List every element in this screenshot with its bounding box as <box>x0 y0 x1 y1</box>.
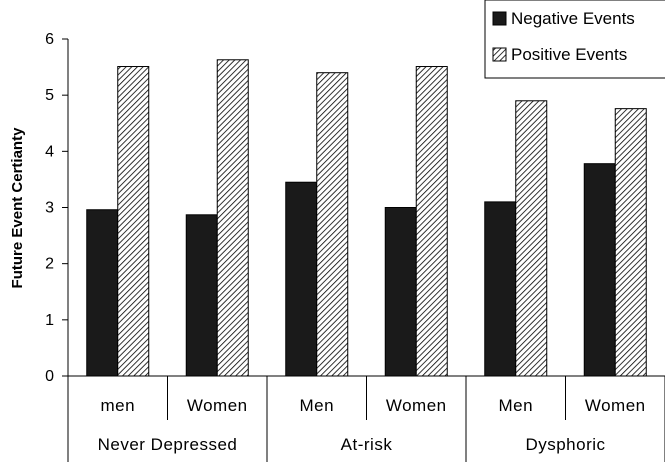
bar-negative <box>86 209 119 377</box>
y-tick-label: 0 <box>45 368 54 385</box>
x-group-label: Dysphoric <box>525 435 605 454</box>
x-category-label: men <box>100 396 135 415</box>
x-category-label: Women <box>187 396 248 415</box>
y-axis-label: Future Event Certianty <box>9 127 26 289</box>
x-category-label: Women <box>585 396 646 415</box>
bar-negative <box>384 207 417 377</box>
bar-positive <box>216 59 249 377</box>
legend-swatch-positive <box>492 47 507 62</box>
legend-label-positive: Positive Events <box>511 45 627 64</box>
bar-negative <box>583 163 616 377</box>
bar-positive <box>415 66 448 377</box>
y-axis: 0 1 2 3 4 5 6 <box>45 31 69 385</box>
legend-label-negative: Negative Events <box>511 9 635 28</box>
y-tick-label: 1 <box>45 312 54 329</box>
x-group-label: At-risk <box>341 435 393 454</box>
x-category-label: Women <box>386 396 447 415</box>
x-axis: men Women Men Women Men Women Never Depressed A… <box>67 375 665 462</box>
bar-negative <box>484 201 517 377</box>
bar-positive <box>614 108 647 377</box>
bar-positive <box>316 72 349 377</box>
x-group-label: Never Depressed <box>98 435 238 454</box>
bar-positive <box>515 100 548 377</box>
legend-box <box>484 0 665 79</box>
y-tick-label: 6 <box>45 31 54 48</box>
y-tick-label: 3 <box>45 200 54 217</box>
bar-positive <box>117 66 150 377</box>
bar-negative <box>285 181 318 377</box>
bars <box>86 59 647 377</box>
x-category-label: Men <box>498 396 533 415</box>
x-category-label: Men <box>299 396 334 415</box>
bar-negative <box>185 214 218 377</box>
legend-swatch-negative <box>492 11 507 26</box>
legend: Negative Events Positive Events <box>484 0 665 79</box>
y-tick-label: 5 <box>45 87 54 104</box>
y-tick-label: 2 <box>45 256 54 273</box>
y-tick-label: 4 <box>45 143 54 160</box>
